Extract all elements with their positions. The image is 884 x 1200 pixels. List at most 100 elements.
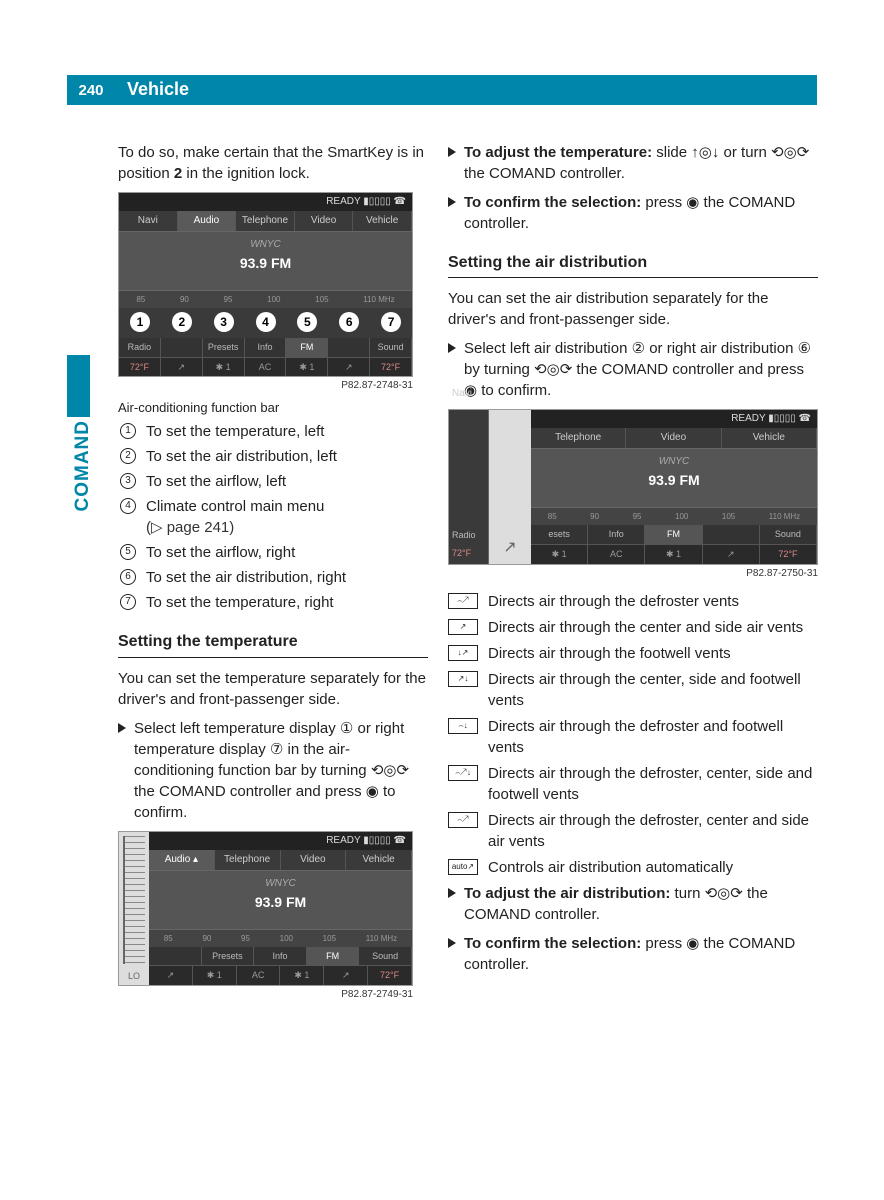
vent-icon: ↗↓ <box>448 671 478 687</box>
icon-row: ⌢↗↓ Directs air through the defroster, ce… <box>448 763 818 805</box>
ss2-scale: 85 90 95 100 105 110 MHz <box>149 929 412 947</box>
bold-label: To adjust the temperature: <box>464 144 652 161</box>
ss3-scale: 85 90 95 100 105 110 MHz <box>531 507 817 525</box>
temp-para: You can set the temperature separately f… <box>118 668 428 710</box>
temp-bullet: Select left temperature display ① or rig… <box>118 718 428 823</box>
page-number: 240 <box>67 75 115 105</box>
func-item: 2To set the air distribution, left <box>118 446 428 467</box>
icon-row: ↓↗Directs air through the footwell vents <box>448 643 818 664</box>
func-item: 5To set the airflow, right <box>118 542 428 563</box>
icon-desc: Directs air through the defroster, cente… <box>488 810 818 852</box>
ss3-freq: 93.9 FM <box>531 471 817 491</box>
vent-icon: ⌢↓ <box>448 718 478 734</box>
ss1-freq: 93.9 FM <box>119 254 412 274</box>
func-bar-title: Air-conditioning function bar <box>118 399 428 417</box>
ss2-tabs: Audio ▴ Telephone Video Vehicle <box>149 850 412 871</box>
ss2-bottom: Presets Info FM Sound <box>149 947 412 966</box>
vent-icon: ⌢↗↓ <box>448 765 478 781</box>
ss2-tab-telephone: Telephone <box>215 850 281 870</box>
ss1-bottom: Radio Presets Info FM Sound <box>119 338 412 357</box>
vent-icon: auto↗ <box>448 859 478 875</box>
ss1-tab-telephone: Telephone <box>236 211 295 231</box>
bold-label: To adjust the air distribution: <box>464 885 670 902</box>
func-item: 4Climate control main menu(▷ page 241) <box>118 496 428 538</box>
confirm-air-bullet: To confirm the selection: press ◉ the CO… <box>448 933 818 975</box>
ss2-tab-audio: Audio ▴ <box>149 850 215 870</box>
icon-desc: Directs air through the defroster vents <box>488 591 739 612</box>
ss1-n5: 5 <box>297 312 317 332</box>
page-ref: (▷ page 241) <box>146 519 234 536</box>
triangle-icon <box>448 888 456 898</box>
icon-desc: Controls air distribution automatically <box>488 857 733 878</box>
ss3-slider: ↗ <box>489 410 531 563</box>
ss1-n4: 4 <box>256 312 276 332</box>
screenshot-3: ↗ READY ▮▯▯▯▯ ☎ Telephone Video Vehicle … <box>448 409 818 564</box>
ss3-bottom2: ✱ 1 AC ✱ 1 ↗ 72°F <box>531 544 817 564</box>
ss1-tabs: Navi Audio Telephone Video Vehicle <box>119 211 412 232</box>
icon-row: ↗↓ Directs air through the center, side a… <box>448 669 818 711</box>
ss1-tab-vehicle: Vehicle <box>353 211 412 231</box>
page-title: Vehicle <box>115 77 189 102</box>
ss1-station: WNYC <box>119 238 412 252</box>
triangle-icon <box>118 723 126 733</box>
icon-desc: Directs air through the footwell vents <box>488 643 731 664</box>
icon-desc: Directs air through the center and side … <box>488 617 803 638</box>
ss1-body: WNYC 93.9 FM <box>119 232 412 290</box>
ss1-numbers: 1 2 3 4 5 6 7 <box>119 308 412 338</box>
ss2-freq: 93.9 FM <box>149 893 412 913</box>
ss3-72f: 72°F <box>452 547 471 560</box>
func-list: 1To set the temperature, left 2To set th… <box>118 421 428 613</box>
side-tab <box>67 355 90 417</box>
ss1-caption: P82.87-2748-31 <box>118 379 413 393</box>
adjust-air-bullet: To adjust the air distribution: turn ⟲◎⟳… <box>448 883 818 925</box>
circle-4: 4 <box>120 498 136 514</box>
ss3-radio: Radio <box>452 529 476 542</box>
circle-6: 6 <box>120 569 136 585</box>
icon-row: ↗Directs air through the center and side… <box>448 617 818 638</box>
ss3-tab-navi: Navi <box>452 387 472 401</box>
right-column: To adjust the temperature: slide ↑◎↓ or … <box>448 142 818 983</box>
bold-label: To confirm the selection: <box>464 194 641 211</box>
icon-row: ⌢↗Directs air through the defroster, cen… <box>448 810 818 852</box>
func-item: 7To set the temperature, right <box>118 592 428 613</box>
circle-1: 1 <box>120 423 136 439</box>
icon-desc: Directs air through the defroster, cente… <box>488 763 818 805</box>
ss1-n3: 3 <box>214 312 234 332</box>
circle-7: 7 <box>120 594 136 610</box>
ss2-slider: LO <box>119 832 149 985</box>
air-para: You can set the air distribution separat… <box>448 288 818 330</box>
triangle-icon <box>448 343 456 353</box>
bold-label: To confirm the selection: <box>464 935 641 952</box>
intro-l1: To do so, make certain that the SmartKey… <box>118 144 408 161</box>
ss1-tab-audio: Audio <box>178 211 237 231</box>
ss3-tabs: Telephone Video Vehicle <box>531 428 817 449</box>
ss1-tab-video: Video <box>295 211 354 231</box>
ss1-n6: 6 <box>339 312 359 332</box>
ss1-n1: 1 <box>130 312 150 332</box>
ss3-tab-telephone: Telephone <box>531 428 626 448</box>
triangle-icon <box>448 197 456 207</box>
temp-bullet-text: Select left temperature display ① or rig… <box>134 718 428 823</box>
icon-desc: Directs air through the defroster and fo… <box>488 716 818 758</box>
triangle-icon <box>448 938 456 948</box>
left-column: To do so, make certain that the SmartKey… <box>118 142 428 1002</box>
intro-text: To do so, make certain that the SmartKey… <box>118 142 428 184</box>
ss2-tab-vehicle: Vehicle <box>346 850 412 870</box>
adjust-temp-bullet: To adjust the temperature: slide ↑◎↓ or … <box>448 142 818 184</box>
func-item: 6To set the air distribution, right <box>118 567 428 588</box>
ss1-n2: 2 <box>172 312 192 332</box>
ss1-bottom2: 72°F ↗ ✱ 1 AC ✱ 1 ↗ 72°F <box>119 357 412 377</box>
screenshot-2: LO READY ▮▯▯▯▯ ☎ Audio ▴ Telephone Video… <box>118 831 413 986</box>
ss3-ready: READY ▮▯▯▯▯ ☎ <box>531 410 817 428</box>
circle-3: 3 <box>120 473 136 489</box>
confirm-bullet: To confirm the selection: press ◉ the CO… <box>448 192 818 234</box>
ss3-caption: P82.87-2750-31 <box>448 567 818 581</box>
ss3-station: WNYC <box>531 455 817 469</box>
icon-row: ⌢↗ Directs air through the defroster vent… <box>448 591 818 612</box>
side-label: COMAND <box>70 420 97 512</box>
icon-desc: Directs air through the center, side and… <box>488 669 818 711</box>
func-item: 1To set the temperature, left <box>118 421 428 442</box>
subhead-air-distribution: Setting the air distribution <box>448 252 818 278</box>
ss2-caption: P82.87-2749-31 <box>118 988 413 1002</box>
vent-icon: ⌢↗ <box>448 593 478 609</box>
